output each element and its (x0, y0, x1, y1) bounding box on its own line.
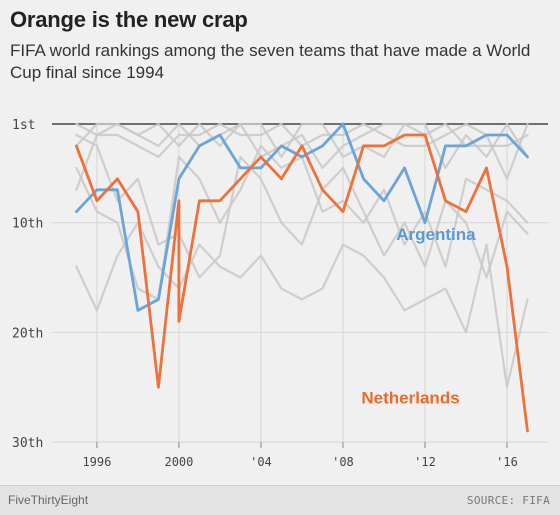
x-tick-label-2016: '16 (496, 455, 518, 469)
rankings-line-chart: 1st 10th 20th 30th 1996 2000 '04 '08 '12 '16 Arge… (12, 118, 548, 469)
chart-subtitle: FIFA world rankings among the seven team… (10, 41, 531, 82)
x-tick-label-1996: 1996 (82, 455, 111, 469)
series-line-argentina (75, 122, 529, 312)
x-tick-label-2012: '12 (414, 455, 436, 469)
background-series-line-4 (75, 221, 529, 389)
series-label-argentina: Argentina (396, 225, 476, 244)
background-series-line-5 (75, 133, 529, 279)
x-tick-label-2004: '04 (250, 455, 272, 469)
background-series-line-3 (75, 122, 529, 169)
chart-grid (52, 123, 548, 443)
chart-axes: 1st 10th 20th 30th 1996 2000 '04 '08 '12 '16 (12, 118, 518, 469)
x-tick-label-2008: '08 (332, 455, 354, 469)
background-series-line-2 (75, 122, 529, 169)
series-labels-group: Argentina Netherlands (361, 225, 476, 407)
x-tick-label-2000: 2000 (164, 455, 193, 469)
y-tick-label-20th: 20th (12, 326, 43, 341)
y-tick-label-1st: 1st (12, 118, 35, 133)
footer-bar: FiveThirtyEight SOURCE: FIFA (0, 485, 560, 515)
brand-logo-text: FiveThirtyEight (8, 493, 89, 507)
y-tick-label-10th: 10th (12, 217, 43, 232)
highlight-series-group (75, 122, 529, 433)
source-note: SOURCE: FIFA (466, 494, 550, 507)
series-line-netherlands (75, 133, 529, 433)
series-label-netherlands: Netherlands (361, 389, 459, 408)
chart-title: Orange is the new crap (10, 7, 248, 32)
y-tick-label-30th: 30th (12, 436, 43, 451)
